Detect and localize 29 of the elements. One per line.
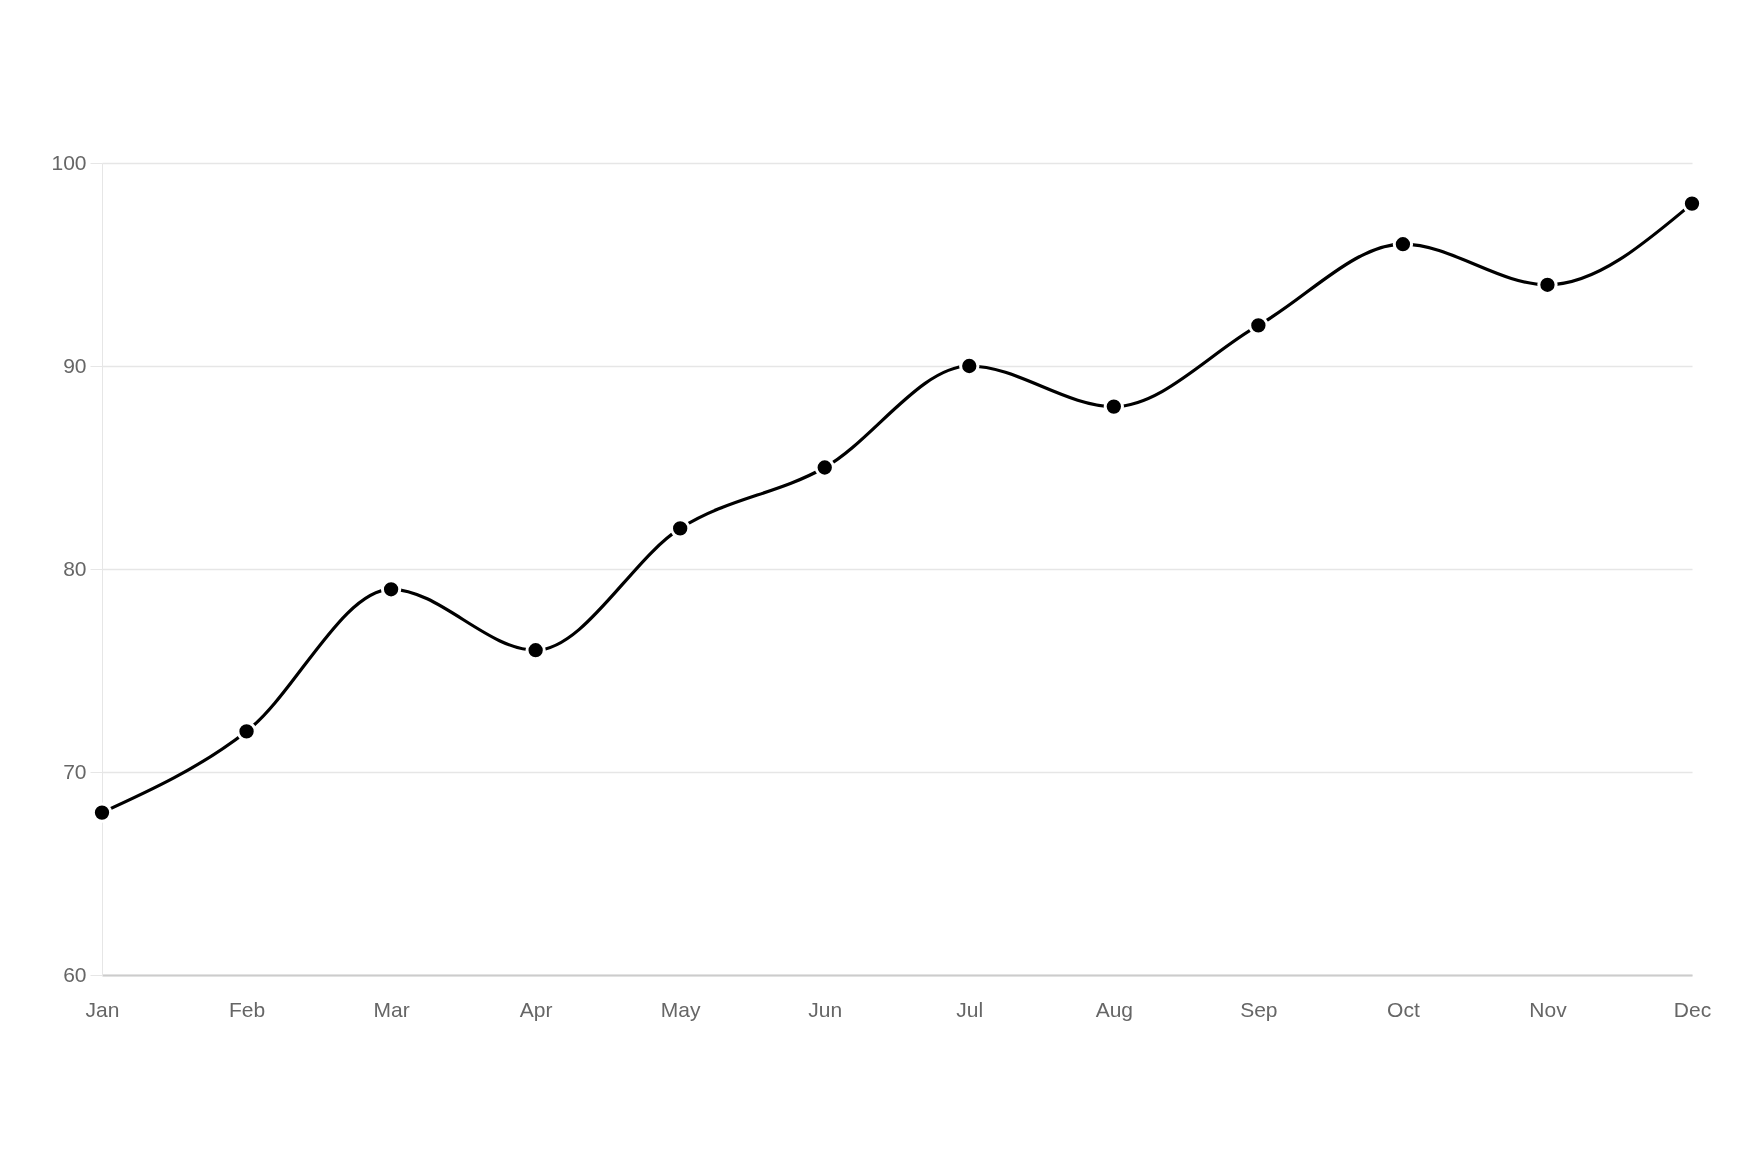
x-tick-label: Jan bbox=[85, 997, 120, 1021]
point bbox=[91, 802, 113, 823]
point bbox=[380, 579, 402, 600]
y-tick-label: 60 bbox=[63, 962, 87, 986]
x-tick-label: Nov bbox=[1529, 997, 1568, 1021]
x-tick-label: Apr bbox=[519, 997, 553, 1021]
point bbox=[1392, 234, 1414, 255]
y-tick-label: 90 bbox=[63, 353, 87, 377]
x-tick-label: Jun bbox=[808, 997, 843, 1021]
point bbox=[1681, 193, 1703, 214]
point bbox=[814, 457, 835, 478]
x-tick-label: Mar bbox=[373, 997, 410, 1021]
x-tick-label: Aug bbox=[1095, 997, 1134, 1021]
x-tick-label: Dec bbox=[1673, 997, 1712, 1021]
y-tick-label: 80 bbox=[63, 556, 87, 580]
y-tick-label: 100 bbox=[51, 150, 87, 174]
point bbox=[236, 721, 257, 742]
point bbox=[525, 640, 546, 661]
point bbox=[1248, 315, 1269, 336]
point bbox=[1537, 274, 1558, 295]
x-tick-label: May bbox=[660, 997, 702, 1021]
x-tick-label: Oct bbox=[1387, 997, 1420, 1021]
point bbox=[670, 518, 691, 539]
y-tick-label: 70 bbox=[63, 759, 87, 783]
point bbox=[1103, 396, 1124, 417]
x-tick-label: Jul bbox=[956, 997, 984, 1021]
x-tick-label: Sep bbox=[1240, 997, 1278, 1021]
point bbox=[959, 355, 980, 377]
x-tick-label: Feb bbox=[228, 997, 266, 1021]
